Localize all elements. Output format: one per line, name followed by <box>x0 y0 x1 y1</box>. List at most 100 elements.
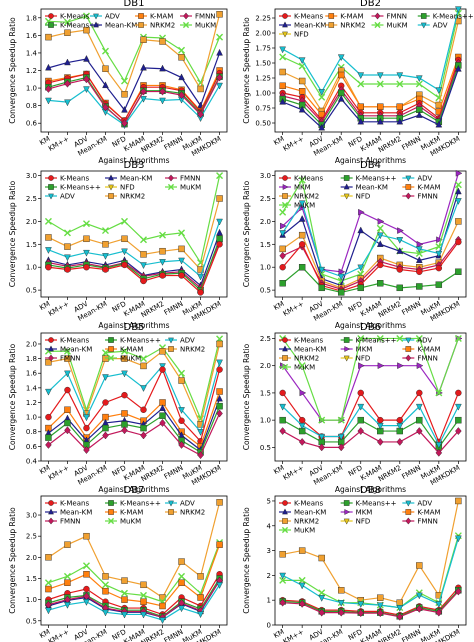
data-point <box>121 426 128 435</box>
legend-marker <box>93 21 99 28</box>
legend-marker <box>168 337 174 344</box>
legend-label: K-Means <box>60 500 89 508</box>
y-axis-label: Convergence Speedup Ratio <box>8 180 17 287</box>
legend-marker <box>343 175 350 181</box>
y-tick-label: 1.75 <box>255 45 271 53</box>
legend-marker <box>282 518 288 524</box>
data-point <box>357 601 365 608</box>
data-point <box>64 541 71 548</box>
legend-label: MuKM <box>120 355 141 363</box>
data-point <box>455 6 462 14</box>
data-point <box>279 46 286 54</box>
data-point <box>377 280 384 287</box>
data-point <box>318 284 325 292</box>
data-point <box>44 217 52 225</box>
legend-label: ADV <box>105 13 120 21</box>
legend-marker <box>343 500 350 506</box>
y-axis-label: Convergence Speedup Ratio <box>242 507 251 614</box>
data-point <box>358 362 365 370</box>
data-point <box>178 377 185 384</box>
y-tick-label: 1.0 <box>26 85 37 93</box>
legend-label: Mean-KM <box>294 509 326 517</box>
data-point <box>298 77 306 85</box>
legend-label: MuKM <box>387 22 408 30</box>
series-nrkm2 <box>45 11 223 98</box>
series-mean-km <box>279 64 462 131</box>
y-tick-label: 1.5 <box>260 389 271 397</box>
series-line-adv <box>282 538 459 609</box>
data-point <box>64 79 71 88</box>
data-point <box>64 243 71 250</box>
data-point <box>377 218 385 225</box>
data-point <box>83 446 90 454</box>
data-point <box>396 605 404 612</box>
data-point <box>45 434 52 441</box>
legend: K-Means K-Means++ ADV Mean-KM MKM K-MAM NRKM2 N… <box>279 500 441 535</box>
data-point <box>216 409 223 418</box>
series-line-mukm <box>48 175 221 265</box>
legend-label: ADV <box>417 337 432 345</box>
data-point <box>415 334 423 342</box>
legend-label: ADV <box>433 22 448 30</box>
data-point <box>121 410 128 417</box>
data-point <box>318 93 326 101</box>
data-point <box>298 176 306 184</box>
data-point <box>279 416 286 424</box>
series-line-k-means <box>47 368 221 443</box>
y-tick-label: 1.6 <box>26 32 38 40</box>
data-point <box>357 403 365 411</box>
data-point <box>83 75 90 84</box>
series-line-adv <box>282 200 459 278</box>
legend: K-Means K-Means++ ADV Mean-KM K-MAM NRKM2 FMNN… <box>45 337 205 363</box>
data-point <box>102 266 109 273</box>
data-point <box>396 247 404 254</box>
x-tick-label: KM++ <box>282 464 305 482</box>
data-point <box>357 334 365 342</box>
y-axis-label: Convergence Speedup Ratio <box>8 507 17 614</box>
data-point <box>140 385 147 392</box>
y-tick-label: 0.8 <box>26 428 37 436</box>
data-point <box>83 264 90 271</box>
legend-label: K-Means <box>294 500 323 508</box>
y-tick-label: 0.50 <box>255 120 271 128</box>
data-point <box>298 241 306 248</box>
y-tick-label: 1.0 <box>260 417 271 425</box>
chart-title: DB2 <box>360 0 381 9</box>
data-point <box>102 253 109 260</box>
series-line-mukm <box>282 337 459 421</box>
legend-marker <box>282 31 288 38</box>
series-k-mam <box>279 53 462 118</box>
data-point <box>396 612 404 621</box>
data-point <box>415 75 423 83</box>
data-point <box>45 607 52 615</box>
series-line-mkm <box>282 338 459 421</box>
data-point <box>357 389 364 397</box>
legend-label: K-Means <box>60 337 89 345</box>
legend-marker <box>108 509 114 515</box>
data-point <box>455 403 462 411</box>
legend-label: MuKM <box>294 202 315 210</box>
data-point <box>83 26 90 34</box>
data-point <box>64 426 71 435</box>
legend-label: FMNN <box>417 193 438 201</box>
legend-marker <box>405 509 412 515</box>
x-axis-label: Against Algorithms <box>98 321 169 330</box>
plot-frame <box>274 170 467 298</box>
x-tick-label: FMNN <box>163 300 185 317</box>
data-point <box>64 602 71 609</box>
legend-marker <box>405 337 412 344</box>
series-line-fmnn <box>48 413 221 456</box>
y-tick-label: 0.4 <box>26 458 38 466</box>
data-point <box>159 617 166 624</box>
series-line-mean-km <box>282 68 459 129</box>
data-point <box>102 587 109 595</box>
data-point <box>318 554 325 562</box>
data-point <box>45 359 52 366</box>
data-point <box>377 103 384 111</box>
data-point <box>298 547 306 554</box>
data-point <box>178 572 186 580</box>
legend-label: Mean-KM <box>60 346 92 354</box>
data-point <box>63 18 71 26</box>
legend-marker <box>48 175 54 181</box>
